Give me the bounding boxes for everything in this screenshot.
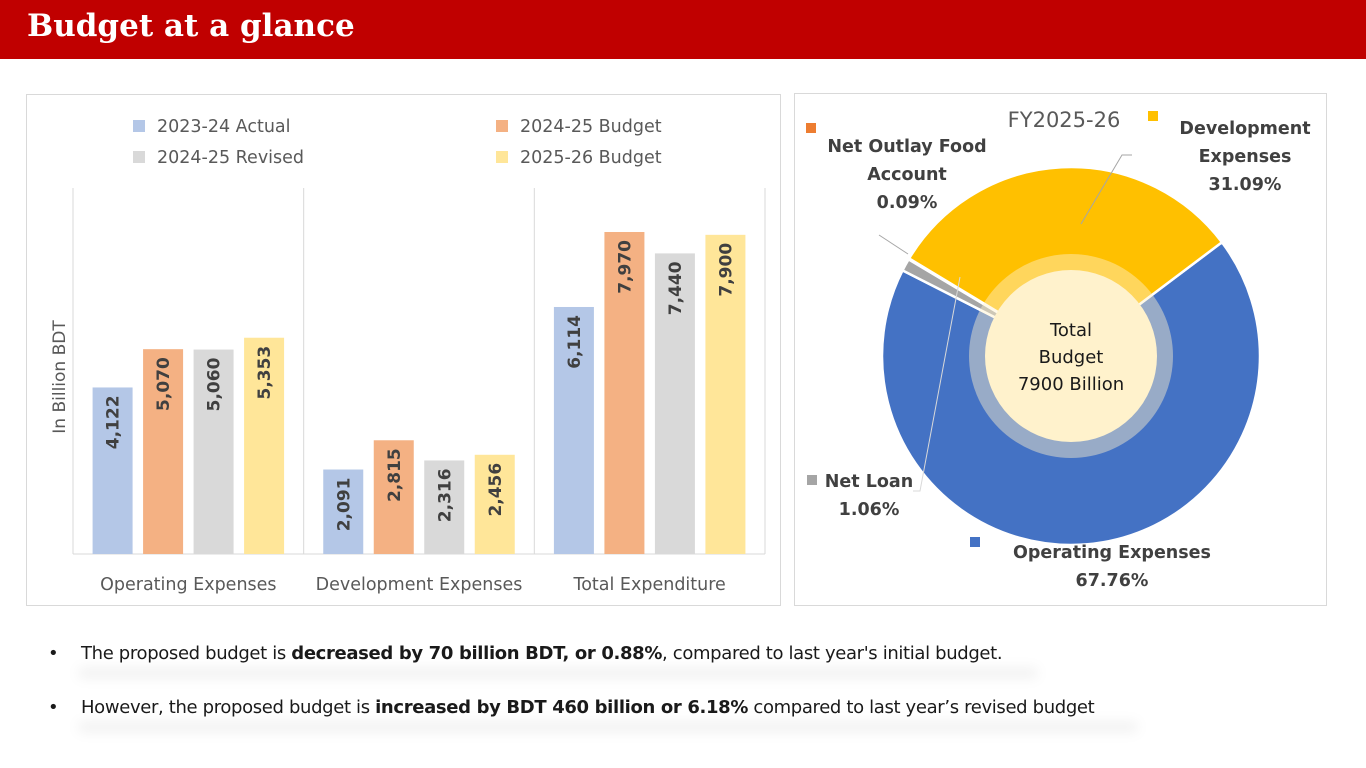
donut-title: FY2025-26	[1008, 108, 1121, 132]
page-title: Budget at a glance	[27, 8, 355, 44]
data-label: 5,070	[154, 357, 174, 411]
slice-percent: 0.09%	[877, 193, 938, 213]
bar	[373, 440, 414, 554]
data-label: 6,114	[565, 315, 585, 369]
text-shadow	[78, 722, 1138, 732]
bullet-text-bold: decreased by 70 billion BDT, or 0.88%	[291, 643, 663, 664]
center-label: Total	[1049, 320, 1092, 341]
bar	[553, 306, 594, 554]
slice-percent: 31.09%	[1209, 175, 1282, 195]
legend-swatch	[133, 151, 145, 163]
bullet-text-bold: increased by BDT 460 billion or 6.18%	[375, 697, 749, 718]
bar	[424, 460, 465, 554]
x-tick-label: Total Expenditure	[573, 575, 726, 595]
slice-label: Operating Expenses	[1013, 543, 1211, 563]
bar	[244, 337, 285, 554]
donut-slice	[907, 165, 1224, 358]
data-label: 7,970	[615, 240, 635, 294]
donut-center	[985, 270, 1157, 442]
legend-swatch	[133, 120, 145, 132]
leader-line	[878, 234, 909, 255]
bar	[323, 469, 364, 554]
center-label: Budget	[1039, 347, 1104, 368]
bullet-item: • However, the proposed budget is increa…	[48, 694, 1328, 732]
bullet-text-post: compared to last year’s revised budget	[748, 697, 1095, 718]
y-axis-label: In Billion BDT	[50, 320, 70, 434]
data-label: 7,900	[716, 243, 736, 297]
legend-swatch	[970, 537, 980, 547]
slice-label: Account	[867, 165, 947, 185]
data-label: 5,060	[205, 357, 225, 411]
title-bar: Budget at a glance	[0, 0, 1366, 59]
bar	[705, 234, 746, 554]
bullet-text-pre: The proposed budget is	[81, 643, 292, 664]
donut-chart: Total Budget 7900 Billion FY2025-26 Developm…	[806, 108, 1311, 591]
slice-percent: 67.76%	[1076, 571, 1149, 591]
legend-swatch	[496, 151, 508, 163]
bar	[92, 387, 133, 554]
legend-swatch	[1148, 111, 1158, 121]
legend-label: 2023-24 Actual	[157, 117, 291, 137]
donut-chart-panel: Total Budget 7900 Billion FY2025-26 Developm…	[794, 93, 1327, 606]
legend-swatch	[807, 475, 817, 485]
text-shadow	[78, 668, 1038, 678]
leader-line	[1080, 154, 1132, 225]
bar	[654, 253, 695, 555]
slice-label: Development	[1179, 119, 1310, 139]
slice-label: Net Loan	[825, 472, 913, 492]
data-label: 2,091	[334, 478, 354, 532]
bar	[604, 232, 645, 554]
x-tick-label: Operating Expenses	[100, 575, 276, 595]
data-label: 2,456	[486, 463, 506, 517]
bullet-item: • The proposed budget is decreased by 70…	[48, 640, 1328, 678]
bullet-icon: •	[48, 697, 59, 718]
bullet-icon: •	[48, 643, 59, 664]
summary-bullets: • The proposed budget is decreased by 70…	[48, 640, 1328, 748]
center-label: 7900 Billion	[1018, 374, 1124, 395]
legend-label: 2024-25 Budget	[520, 117, 662, 137]
data-label: 5,353	[255, 346, 275, 400]
leader-line	[913, 276, 961, 492]
bar-chart-panel: 2023-24 Actual 2024-25 Budget 2024-25 Revi…	[26, 94, 781, 606]
bullet-text-pre: However, the proposed budget is	[81, 697, 376, 718]
legend-swatch	[496, 120, 508, 132]
bar	[474, 454, 515, 554]
bullet-text-post: , compared to last year's initial budget…	[662, 643, 1003, 664]
x-tick-label: Development Expenses	[316, 575, 523, 595]
legend-swatch	[806, 123, 816, 133]
data-label: 4,122	[104, 395, 124, 449]
data-label: 2,316	[435, 468, 455, 522]
legend-label: 2025-26 Budget	[520, 148, 662, 168]
data-label: 7,440	[666, 261, 686, 315]
slice-label: Expenses	[1199, 147, 1292, 167]
slice-percent: 1.06%	[839, 500, 900, 520]
bar-chart: 2023-24 Actual 2024-25 Budget 2024-25 Revi…	[50, 117, 766, 595]
bar	[193, 349, 234, 554]
slice-label: Net Outlay Food	[827, 137, 986, 157]
legend-label: 2024-25 Revised	[157, 148, 304, 168]
data-label: 2,815	[385, 448, 405, 502]
bar	[143, 349, 184, 554]
